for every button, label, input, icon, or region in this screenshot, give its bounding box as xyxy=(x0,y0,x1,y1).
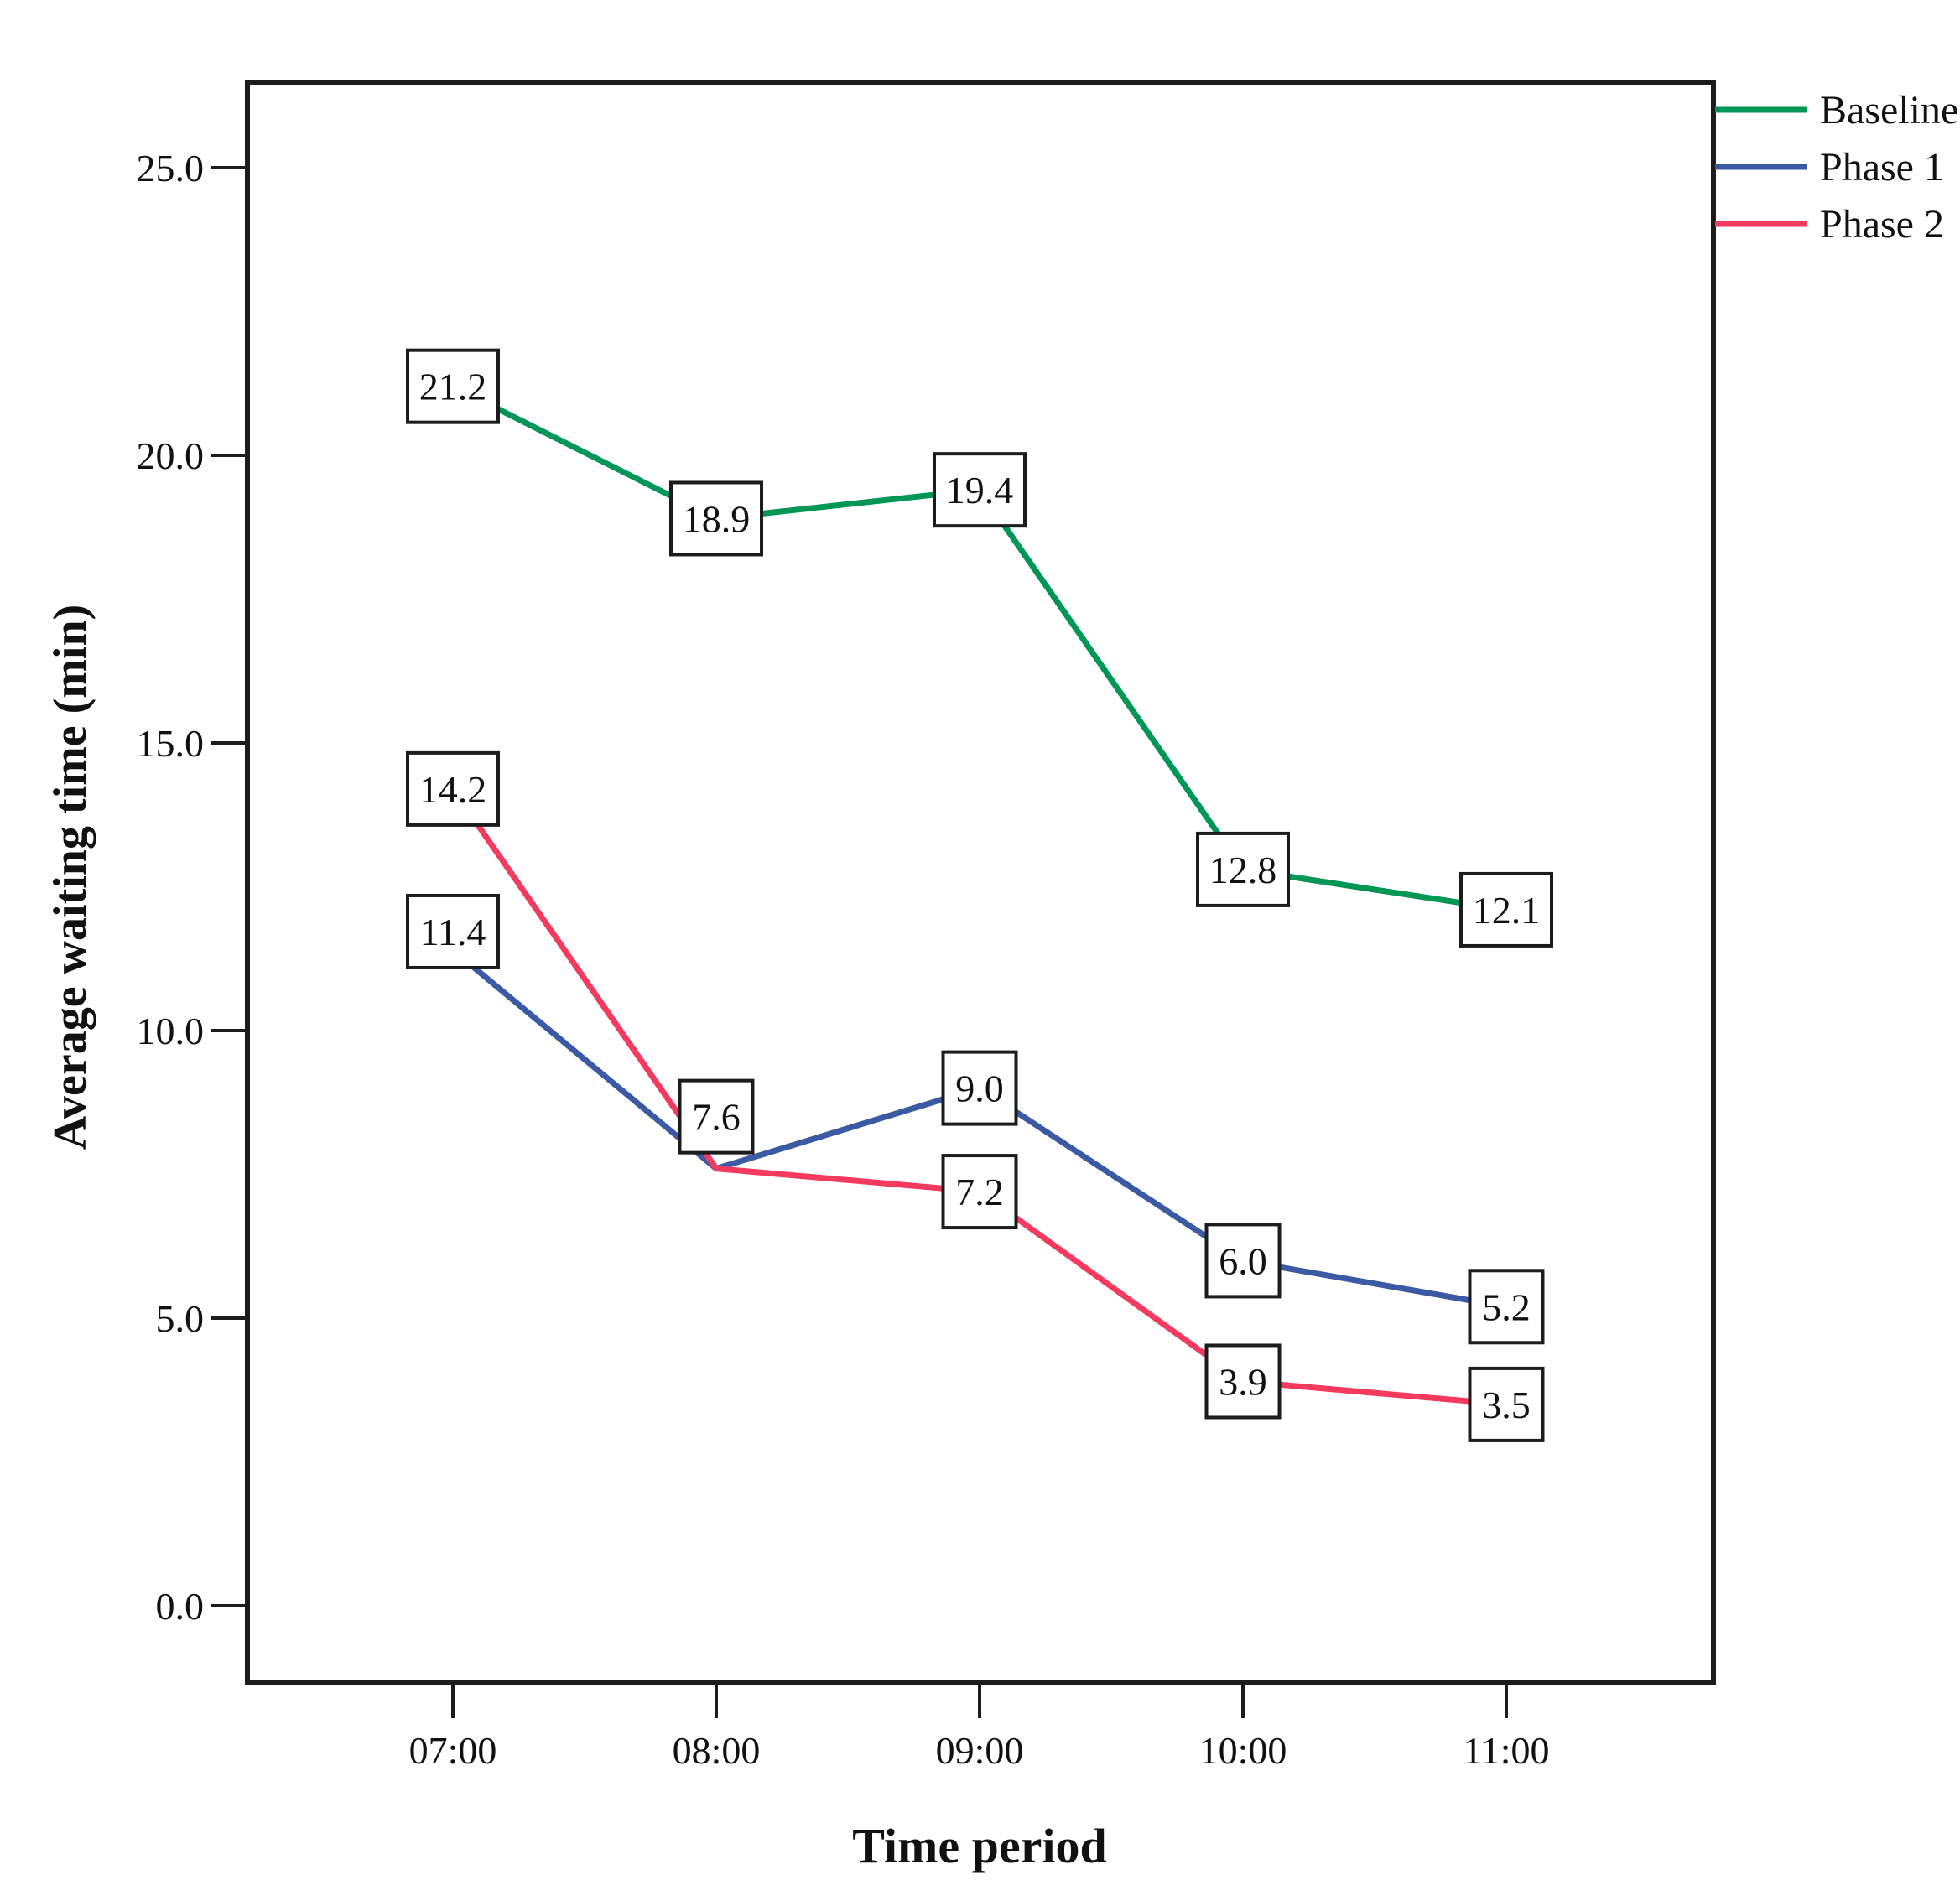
data-label-box-phase-2-09-00 xyxy=(941,1154,1018,1230)
data-label-value-phase-1-08-00: 7.6 xyxy=(692,1096,741,1139)
data-label-value-baseline-07-00: 21.2 xyxy=(419,366,487,408)
data-label-box-phase-1-10-00 xyxy=(1204,1223,1282,1299)
data-label-box-phase-1-07-00 xyxy=(406,893,500,969)
data-label-value-phase-1-11-00: 5.2 xyxy=(1482,1285,1531,1328)
x-tick-label: 10:00 xyxy=(1199,1729,1287,1772)
data-label-box-baseline-08-00 xyxy=(669,480,763,557)
data-label-value-phase-1-07-00: 11.4 xyxy=(420,911,486,953)
data-label-value-phase-1-09-00: 9.0 xyxy=(955,1067,1004,1110)
waiting-time-line-chart: 0.0 5.0 10.0 15.0 20.0 25.0 07:00 08:00 09:00 10:… xyxy=(44,80,1958,1873)
data-label-box-baseline-09-00 xyxy=(933,452,1027,528)
data-label-value-phase-2-10-00: 3.9 xyxy=(1219,1360,1267,1403)
y-axis-title: Average waiting time (min) xyxy=(44,605,96,1150)
y-tick-label: 20.0 xyxy=(137,434,205,477)
y-tick-label: 0.0 xyxy=(156,1585,205,1628)
x-tick-label: 08:00 xyxy=(673,1729,761,1772)
data-label-box-baseline-11-00 xyxy=(1459,871,1553,948)
series-line-phase-1 xyxy=(450,948,1507,1310)
data-label-value-baseline-11-00: 12.1 xyxy=(1473,889,1541,932)
legend-label-phase-2: Phase 2 xyxy=(1820,202,1944,247)
x-axis-title: Time period xyxy=(852,1819,1106,1873)
x-tick-label: 07:00 xyxy=(409,1729,497,1772)
y-tick-label: 10.0 xyxy=(137,1010,205,1052)
average-waiting-time-chart-figure: 0.0 5.0 10.0 15.0 20.0 25.0 07:00 08:00 09:00 10:… xyxy=(34,13,1958,1873)
data-label-box-phase-1-08-00 xyxy=(678,1078,755,1155)
data-label-box-phase-2-11-00 xyxy=(1468,1366,1545,1442)
data-label-box-phase-2-10-00 xyxy=(1204,1343,1282,1420)
data-label-value-phase-2-11-00: 3.5 xyxy=(1482,1384,1531,1426)
data-label-box-phase-1-09-00 xyxy=(941,1050,1018,1126)
x-tick-label: 11:00 xyxy=(1463,1729,1549,1772)
data-label-value-baseline-09-00: 19.4 xyxy=(946,469,1014,511)
legend-label-baseline: Baseline xyxy=(1820,88,1958,132)
data-label-value-phase-2-09-00: 7.2 xyxy=(955,1171,1004,1213)
data-label-value-phase-2-07-00: 14.2 xyxy=(419,768,487,811)
data-label-value-baseline-10-00: 12.8 xyxy=(1209,849,1277,891)
data-label-box-phase-2-07-00 xyxy=(406,750,500,827)
data-label-box-baseline-10-00 xyxy=(1196,831,1290,907)
data-label-box-phase-1-11-00 xyxy=(1468,1269,1545,1345)
data-label-value-phase-1-10-00: 6.0 xyxy=(1219,1239,1267,1282)
data-label-value-baseline-08-00: 18.9 xyxy=(683,497,751,540)
y-tick-label: 15.0 xyxy=(137,722,205,765)
data-label-box-baseline-07-00 xyxy=(406,348,500,424)
y-tick-label: 25.0 xyxy=(137,147,205,190)
y-tick-label: 5.0 xyxy=(156,1297,205,1340)
x-tick-label: 09:00 xyxy=(936,1729,1024,1772)
legend-label-phase-1: Phase 1 xyxy=(1820,145,1944,190)
